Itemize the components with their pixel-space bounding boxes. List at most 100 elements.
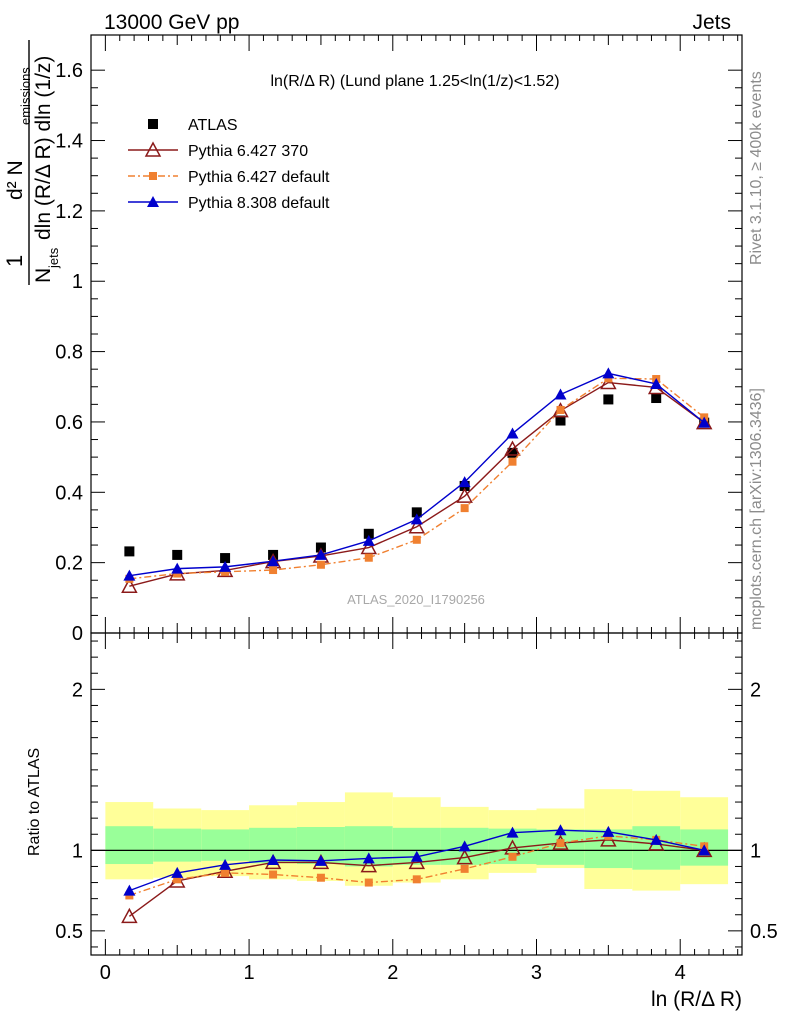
x-tick-label: 3 xyxy=(531,962,542,984)
legend-marker xyxy=(144,141,162,157)
data-point xyxy=(506,826,519,838)
header-jets-label: Jets xyxy=(692,11,731,34)
ratio-y-tick-label-right: 2 xyxy=(750,679,761,701)
main-data-layer xyxy=(121,367,713,593)
data-point xyxy=(364,878,373,887)
ratio-y-tick-label-right: 0.5 xyxy=(750,921,778,943)
data-point xyxy=(651,393,662,404)
data-point xyxy=(460,504,469,513)
data-point xyxy=(219,560,232,572)
x-tick-label: 1 xyxy=(244,962,255,984)
data-point xyxy=(504,440,521,456)
data-point xyxy=(508,457,517,466)
main-y-tick-label: 1.2 xyxy=(55,201,83,223)
mcplots-label: mcplots.cern.ch [arXiv:1306.3436] xyxy=(748,388,765,630)
data-point xyxy=(362,852,375,864)
data-point xyxy=(364,553,373,562)
y-label-emissions-sub: emissions xyxy=(18,67,33,125)
data-point xyxy=(408,853,426,870)
data-point xyxy=(171,562,184,574)
data-point xyxy=(123,569,136,581)
data-point xyxy=(410,850,423,862)
main-y-tick-label: 1 xyxy=(72,271,83,293)
main-y-tick-label: 0.2 xyxy=(55,553,83,575)
legend-label: Pythia 8.308 default xyxy=(188,195,330,212)
data-point xyxy=(360,538,378,555)
ratio-y-tick-label: 2 xyxy=(72,679,83,701)
legend-label: ATLAS xyxy=(188,117,238,134)
data-point xyxy=(121,577,138,593)
data-point xyxy=(650,377,663,389)
y-label-one: 1 xyxy=(2,255,27,267)
rivet-version-label: Rivet 3.1.10, ≥ 400k events xyxy=(748,71,765,265)
data-point xyxy=(173,875,182,884)
y-label-numerator: d² N xyxy=(4,160,27,200)
legend-entry: ATLAS xyxy=(148,117,238,134)
main-panel: 0 0.2 0.4 0.6 0.8 1 1.2 1.4 1.6 ln(R/Δ R) (Lund … xyxy=(2,34,743,645)
series-pythia-8-308-default xyxy=(123,367,711,581)
legend-entry: Pythia 6.427 370 xyxy=(128,141,308,160)
ratio-stat-band xyxy=(201,829,250,861)
ratio-y-tick-label: 1 xyxy=(72,840,83,862)
main-y-tick-label: 0.8 xyxy=(55,342,83,364)
data-point xyxy=(316,873,325,882)
data-point xyxy=(412,875,421,884)
data-point xyxy=(411,507,422,518)
legend-entry: Pythia 6.427 default xyxy=(128,169,330,186)
data-point xyxy=(554,824,567,836)
data-point xyxy=(508,852,517,861)
series-line xyxy=(129,381,705,587)
series-pythia-6-427-default xyxy=(125,374,709,583)
data-point xyxy=(458,476,471,488)
data-point xyxy=(171,866,184,878)
data-point xyxy=(172,549,183,560)
data-point xyxy=(556,405,565,414)
main-y-axis-label: 1 d² N emissions N jets dln (R/Δ R) dln … xyxy=(2,40,61,285)
data-point xyxy=(506,427,519,439)
ratio-y-tick-label-right: 1 xyxy=(750,840,761,862)
main-y-axis: 0 0.2 0.4 0.6 0.8 1 1.2 1.4 1.6 xyxy=(55,35,742,645)
main-y-tick-label: 0.6 xyxy=(55,412,83,434)
ratio-y-axis-label: Ratio to ATLAS xyxy=(26,748,43,856)
data-point xyxy=(458,840,471,852)
ratio-data-layer xyxy=(121,824,713,924)
main-y-tick-label: 0 xyxy=(72,623,83,645)
legend-label: Pythia 6.427 370 xyxy=(188,143,308,160)
data-point xyxy=(219,858,232,870)
data-point xyxy=(456,849,473,865)
x-axis-label: ln (R/Δ R) xyxy=(651,988,742,1011)
ratio-stat-band xyxy=(153,828,202,862)
legend-label: Pythia 6.427 default xyxy=(188,169,330,186)
data-point xyxy=(456,487,473,503)
data-point xyxy=(507,447,518,458)
series-pythia-6-427-370 xyxy=(121,373,713,593)
series-line xyxy=(129,377,705,580)
data-point xyxy=(267,555,280,567)
x-tick-label: 0 xyxy=(100,962,111,984)
plot-title: ln(R/Δ R) (Lund plane 1.25<ln(1/z)<1.52) xyxy=(270,73,559,90)
data-point xyxy=(269,566,278,575)
data-point xyxy=(602,825,615,837)
data-point xyxy=(698,844,711,856)
main-y-tick-label: 1.6 xyxy=(55,60,83,82)
data-point xyxy=(362,534,375,546)
data-point xyxy=(360,857,378,873)
data-point xyxy=(316,560,325,569)
data-point xyxy=(123,884,136,896)
data-point xyxy=(698,416,711,428)
legend: ATLAS Pythia 6.427 370 Pythia 6.427 defaul… xyxy=(128,117,330,212)
x-axis: 0 1 2 3 4 xyxy=(100,633,739,984)
data-point xyxy=(695,414,713,430)
data-point xyxy=(412,535,421,544)
y-label-denominator-rest: dln (R/Δ R) dln (1/z) xyxy=(32,56,55,240)
x-tick-label: 2 xyxy=(387,962,398,984)
y-label-denominator-n: N xyxy=(32,268,55,283)
legend-marker xyxy=(148,119,158,129)
data-point xyxy=(363,528,374,539)
data-point xyxy=(555,415,566,426)
data-point xyxy=(267,854,280,866)
y-label-jets-sub: jets xyxy=(46,247,61,269)
ratio-y-tick-label: 0.5 xyxy=(55,921,83,943)
data-point xyxy=(269,870,278,879)
